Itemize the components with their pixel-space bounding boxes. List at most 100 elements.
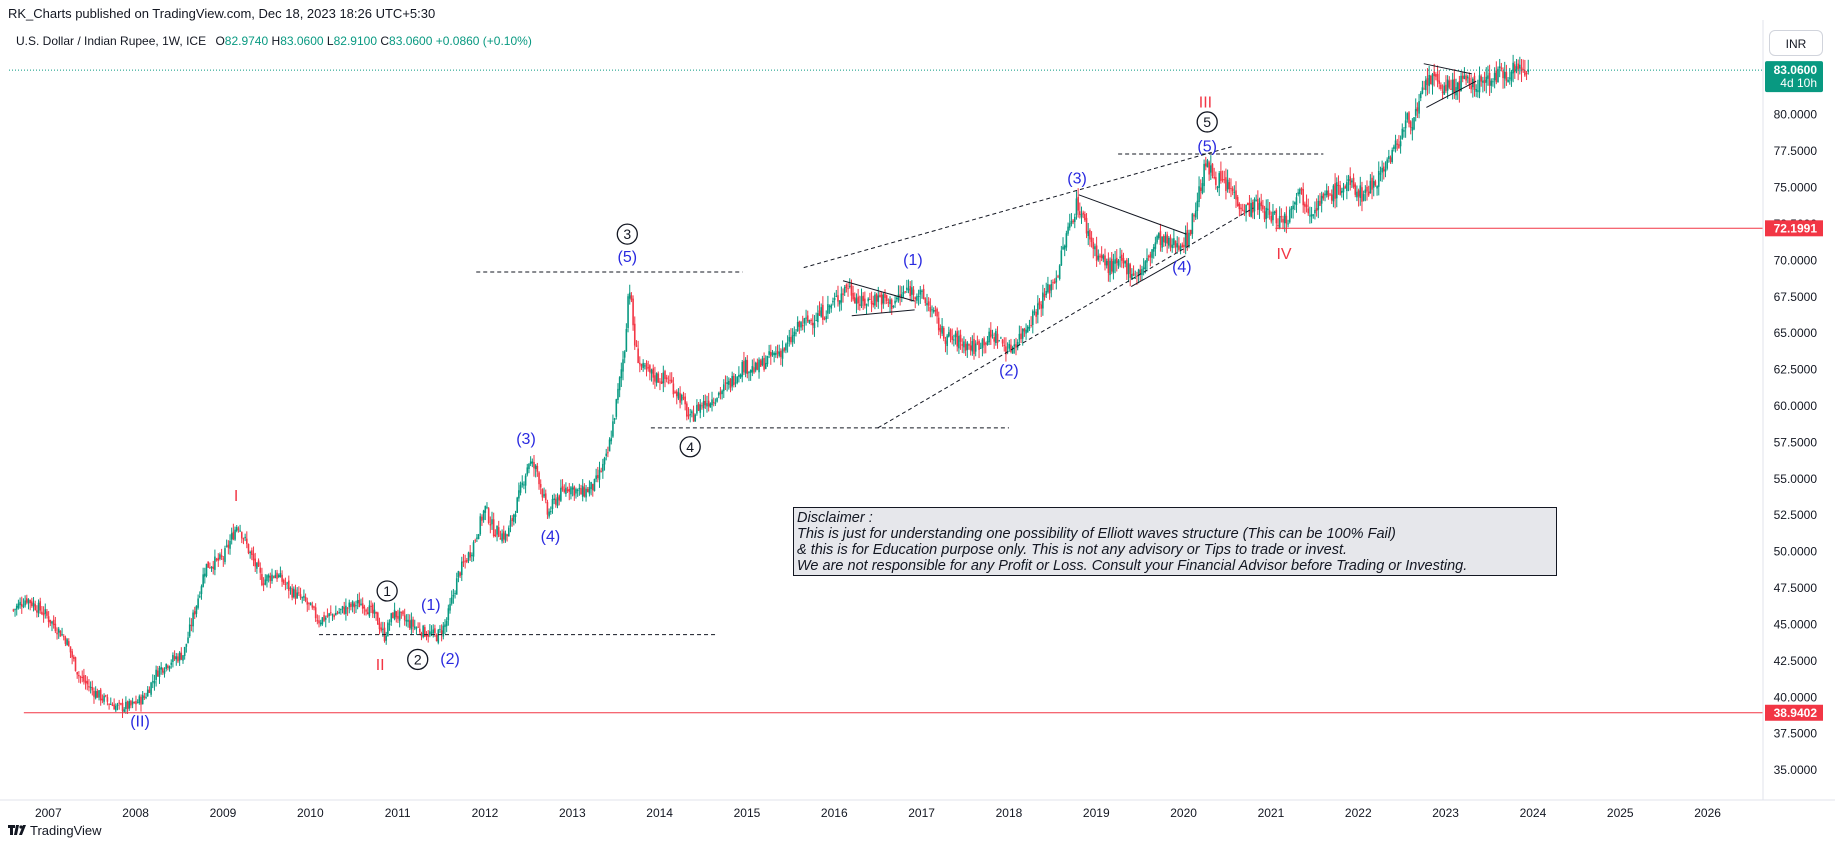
candle-body	[850, 284, 853, 296]
candle-body	[59, 630, 62, 637]
wave-label-text: (4)	[1172, 259, 1192, 276]
candle	[533, 455, 535, 477]
candle	[1073, 213, 1076, 229]
candle-body	[1055, 277, 1058, 283]
candle-body	[22, 605, 25, 607]
candle	[365, 608, 367, 616]
candle	[1253, 197, 1256, 220]
candle	[536, 462, 539, 477]
candle-body	[1183, 244, 1185, 248]
published-info: RK_Charts published on TradingView.com, …	[8, 6, 436, 21]
candle	[195, 605, 198, 618]
candle	[106, 694, 109, 706]
candle-body	[1421, 87, 1424, 94]
candle-body	[74, 657, 77, 672]
candle-body	[1413, 117, 1415, 130]
candle-body	[1186, 230, 1189, 247]
candle-body	[553, 498, 555, 501]
candle	[906, 279, 908, 293]
candle-body	[1371, 177, 1373, 190]
candle-body	[1488, 72, 1491, 86]
candle	[875, 292, 878, 308]
candle	[439, 625, 441, 633]
candle	[224, 545, 226, 565]
candle-body	[1297, 192, 1299, 195]
candle-body	[1372, 181, 1375, 188]
candle	[392, 612, 394, 619]
symbol-bar[interactable]: U.S. Dollar / Indian Rupee, 1W, ICE O82.…	[16, 34, 532, 48]
candle-body	[1325, 190, 1328, 196]
candle	[859, 295, 861, 311]
candle	[734, 373, 737, 388]
candle	[506, 533, 508, 542]
candle-body	[1409, 121, 1412, 128]
candle	[377, 611, 379, 625]
wave-label-text: (3)	[516, 431, 536, 448]
candle-body	[1455, 87, 1457, 96]
candle-body	[1134, 277, 1137, 279]
candle-body	[1388, 155, 1390, 159]
candle	[266, 574, 268, 588]
candle	[1317, 195, 1320, 219]
candle	[1278, 206, 1281, 230]
candle	[1438, 70, 1441, 90]
candle	[197, 594, 199, 610]
candle-body	[615, 399, 618, 417]
candle	[1243, 204, 1246, 217]
candle	[457, 570, 460, 583]
candle	[1282, 215, 1284, 230]
y-tick-label: 42.5000	[1774, 654, 1818, 668]
candle	[128, 698, 131, 711]
candle-body	[536, 465, 539, 472]
x-tick-label: 2009	[210, 806, 237, 820]
candle	[1122, 252, 1125, 269]
candle	[219, 552, 221, 561]
candle-body	[1267, 208, 1269, 211]
wave-label-text: II	[376, 657, 385, 674]
candle-body	[561, 486, 564, 490]
candle	[1162, 234, 1165, 247]
candle	[123, 707, 126, 713]
candle-body	[946, 335, 948, 346]
candle-body	[1210, 165, 1212, 173]
candle	[904, 291, 906, 294]
candle-body	[966, 342, 969, 350]
candle	[627, 293, 629, 333]
candle-body	[1127, 263, 1130, 274]
candle-body	[47, 616, 50, 622]
candle-body	[1312, 214, 1315, 216]
candle-body	[345, 605, 347, 614]
candle	[1013, 339, 1016, 354]
x-tick-label: 2014	[646, 806, 673, 820]
candle-body	[887, 302, 890, 304]
candle	[215, 557, 218, 562]
candle-body	[1013, 344, 1016, 347]
candle-body	[93, 690, 95, 697]
candle-body	[921, 290, 923, 292]
candle	[1423, 80, 1425, 90]
candle	[17, 599, 20, 610]
candle	[635, 340, 638, 348]
candle	[37, 599, 40, 618]
candle-body	[828, 306, 831, 308]
candle-body	[956, 331, 959, 347]
candle-body	[227, 544, 230, 548]
candle-body	[1038, 301, 1041, 305]
y-tick-label: 67.5000	[1774, 290, 1818, 304]
candle	[1189, 229, 1192, 236]
wave-label: II	[376, 657, 385, 674]
candle-body	[588, 486, 591, 494]
candle	[175, 652, 178, 666]
candle	[728, 377, 730, 390]
candle-body	[731, 375, 733, 387]
candle-body	[210, 566, 213, 568]
candle	[93, 687, 95, 704]
symbol-name[interactable]: U.S. Dollar / Indian Rupee, 1W, ICE	[16, 34, 207, 48]
candle	[1063, 244, 1066, 257]
candle	[363, 604, 366, 616]
candle	[84, 674, 87, 690]
candle	[788, 329, 791, 347]
currency-button[interactable]: INR	[1769, 30, 1823, 56]
candle-body	[711, 399, 713, 406]
